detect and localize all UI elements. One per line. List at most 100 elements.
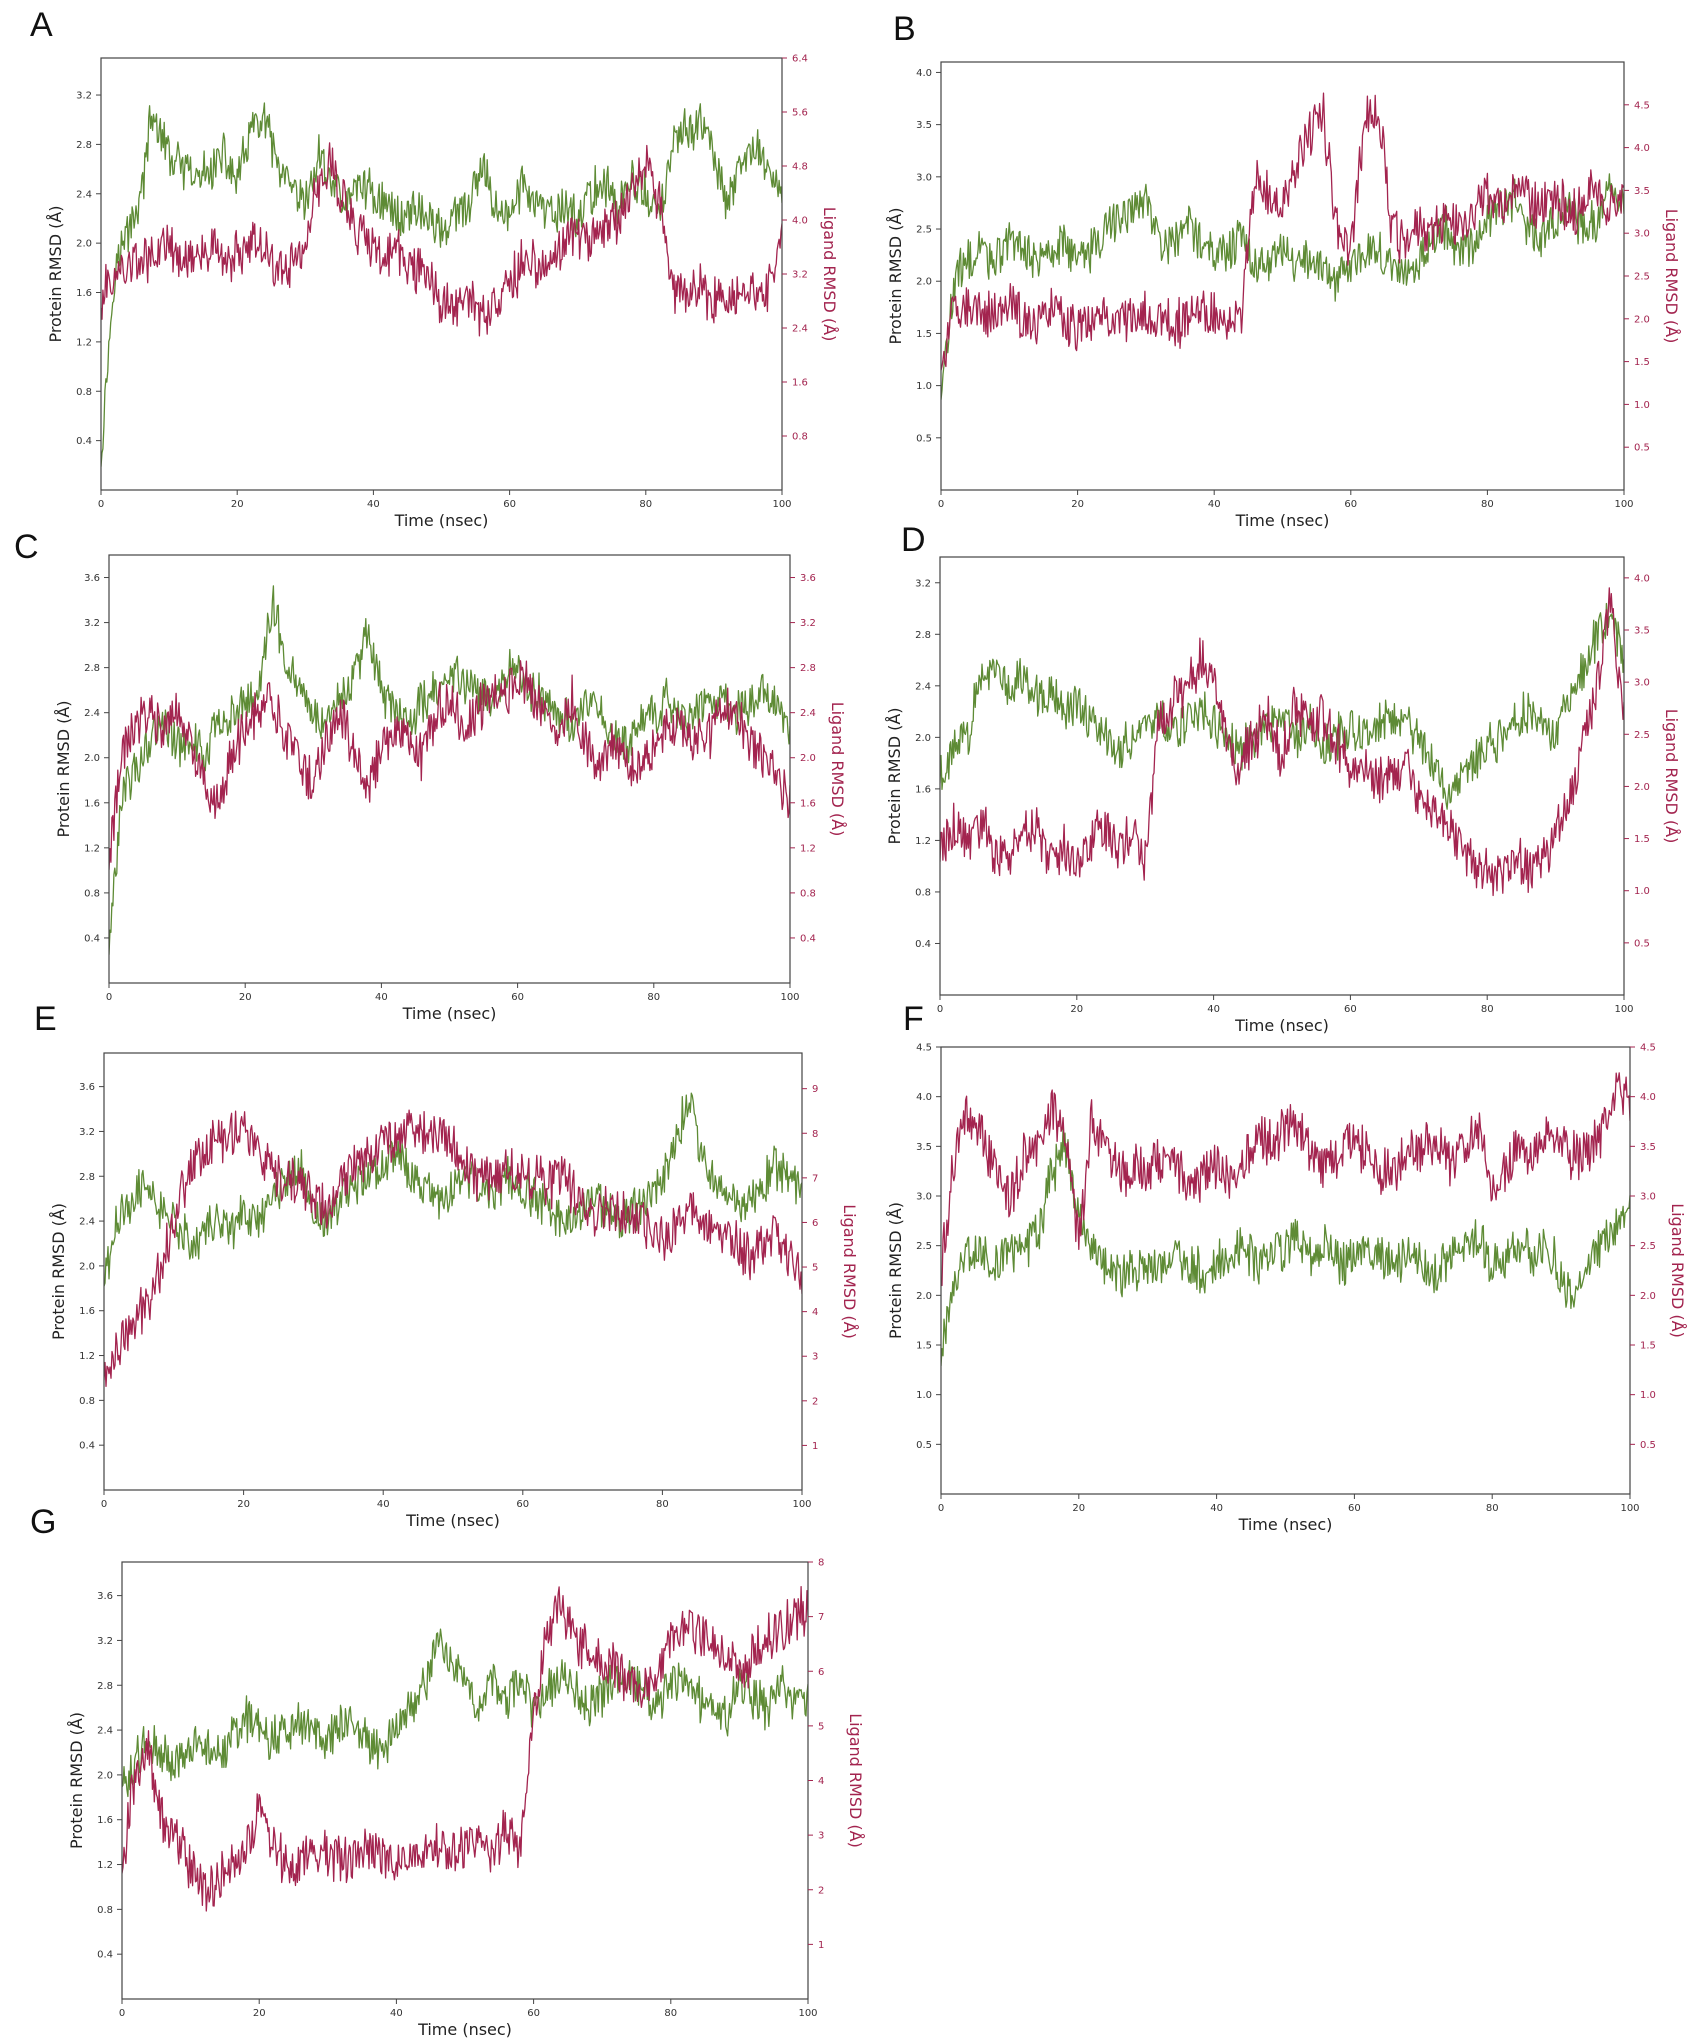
y-left-tick-label: 2.4 bbox=[97, 1726, 113, 1737]
x-tick-label: 80 bbox=[647, 992, 660, 1003]
y-right-tick-label: 3 bbox=[818, 1831, 824, 1842]
x-tick-label: 100 bbox=[772, 499, 791, 510]
x-tick-label: 40 bbox=[1207, 1004, 1220, 1015]
y-right-tick-label: 4 bbox=[812, 1307, 818, 1318]
y-right-tick-label: 1.0 bbox=[1634, 886, 1650, 897]
y-right-tick-label: 1.5 bbox=[1640, 1341, 1656, 1352]
ligand-rmsd-line bbox=[104, 1109, 802, 1388]
y-left-tick-label: 1.2 bbox=[84, 843, 100, 854]
x-axis-label: Time (nsec) bbox=[394, 511, 489, 530]
y-left-tick-label: 0.5 bbox=[916, 1440, 932, 1451]
y-right-tick-label: 2 bbox=[818, 1885, 824, 1896]
plot-frame bbox=[939, 556, 1625, 996]
y-right-tick-label: 2.8 bbox=[800, 663, 816, 674]
y-left-tick-label: 3.2 bbox=[84, 618, 100, 629]
y-left-tick-label: 0.8 bbox=[915, 887, 931, 898]
y-right-tick-label: 2 bbox=[812, 1396, 818, 1407]
y-right-tick-label: 3 bbox=[812, 1352, 818, 1363]
y-left-tick-label: 1.2 bbox=[79, 1351, 95, 1362]
x-tick-label: 40 bbox=[390, 2008, 403, 2019]
y-right-tick-label: 8 bbox=[818, 1558, 824, 1569]
ligand-rmsd-line bbox=[109, 660, 790, 870]
x-tick-label: 20 bbox=[231, 499, 244, 510]
y-left-tick-label: 2.4 bbox=[915, 681, 931, 692]
y-right-tick-label: 4 bbox=[818, 1776, 824, 1787]
protein-rmsd-line bbox=[122, 1628, 808, 1798]
y-right-tick-label: 0.5 bbox=[1634, 443, 1650, 454]
protein-rmsd-line bbox=[101, 102, 782, 467]
y-left-tick-label: 2.4 bbox=[76, 189, 92, 200]
panel-label: D bbox=[901, 521, 926, 559]
y-left-tick-label: 0.8 bbox=[79, 1396, 95, 1407]
y-right-tick-label: 3.0 bbox=[1634, 229, 1650, 240]
y-left-tick-label: 2.0 bbox=[84, 753, 100, 764]
y-left-tick-label: 2.0 bbox=[97, 1770, 113, 1781]
y-right-tick-label: 3.2 bbox=[792, 270, 808, 281]
y-right-tick-label: 1.2 bbox=[800, 843, 816, 854]
y-left-tick-label: 2.0 bbox=[916, 1291, 932, 1302]
x-tick-label: 0 bbox=[938, 499, 944, 510]
protein-rmsd-line bbox=[940, 602, 1624, 810]
y-left-tick-label: 2.0 bbox=[915, 733, 931, 744]
y-right-tick-label: 2.5 bbox=[1634, 730, 1650, 741]
y-right-tick-label: 3.5 bbox=[1634, 186, 1650, 197]
y-right-axis-label: Ligand RMSD (Å) bbox=[846, 1713, 865, 1848]
y-right-tick-label: 7 bbox=[818, 1612, 824, 1623]
y-left-tick-label: 3.2 bbox=[915, 578, 931, 589]
y-right-tick-label: 1.0 bbox=[1634, 400, 1650, 411]
y-left-axis-label: Protein RMSD (Å) bbox=[886, 1202, 905, 1339]
x-tick-label: 20 bbox=[239, 992, 252, 1003]
x-axis-label: Time (nsec) bbox=[1234, 1016, 1329, 1035]
y-right-axis-label: Ligand RMSD (Å) bbox=[828, 702, 847, 837]
y-left-axis-label: Protein RMSD (Å) bbox=[46, 205, 65, 342]
x-tick-label: 80 bbox=[1481, 1004, 1494, 1015]
y-right-axis-label: Ligand RMSD (Å) bbox=[1662, 209, 1681, 344]
y-left-tick-label: 2.0 bbox=[76, 239, 92, 250]
y-right-axis-label: Ligand RMSD (Å) bbox=[840, 1204, 859, 1339]
y-right-tick-label: 0.8 bbox=[800, 888, 816, 899]
y-right-tick-label: 1.6 bbox=[792, 378, 808, 389]
ligand-rmsd-line bbox=[941, 92, 1624, 371]
y-left-tick-label: 0.4 bbox=[915, 939, 931, 950]
y-left-tick-label: 1.0 bbox=[916, 381, 932, 392]
y-left-axis-label: Protein RMSD (Å) bbox=[54, 700, 73, 837]
y-left-tick-label: 1.6 bbox=[97, 1815, 113, 1826]
y-left-tick-label: 2.4 bbox=[79, 1217, 95, 1228]
x-axis-label: Time (nsec) bbox=[1235, 511, 1330, 530]
y-left-tick-label: 3.2 bbox=[79, 1127, 95, 1138]
ligand-rmsd-line bbox=[940, 587, 1624, 897]
plot-frame bbox=[103, 1052, 803, 1491]
y-left-tick-label: 0.4 bbox=[97, 1950, 113, 1961]
y-right-tick-label: 1.5 bbox=[1634, 357, 1650, 368]
y-left-tick-label: 2.0 bbox=[79, 1261, 95, 1272]
y-right-tick-label: 3.5 bbox=[1634, 626, 1650, 637]
y-right-tick-label: 1.0 bbox=[1640, 1390, 1656, 1401]
y-right-tick-label: 0.5 bbox=[1640, 1440, 1656, 1451]
y-left-tick-label: 3.0 bbox=[916, 172, 932, 183]
protein-rmsd-line bbox=[941, 173, 1624, 400]
x-axis-label: Time (nsec) bbox=[405, 1511, 500, 1530]
y-right-tick-label: 6 bbox=[812, 1218, 818, 1229]
y-right-tick-label: 2.4 bbox=[800, 708, 816, 719]
y-left-tick-label: 2.5 bbox=[916, 225, 932, 236]
protein-rmsd-line bbox=[104, 1092, 802, 1287]
y-left-tick-label: 2.8 bbox=[915, 630, 931, 641]
y-left-tick-label: 1.2 bbox=[915, 836, 931, 847]
y-right-tick-label: 3.2 bbox=[800, 618, 816, 629]
y-right-tick-label: 0.5 bbox=[1634, 938, 1650, 949]
y-right-tick-label: 2.5 bbox=[1634, 272, 1650, 283]
x-tick-label: 0 bbox=[106, 992, 112, 1003]
x-tick-label: 20 bbox=[1071, 499, 1084, 510]
x-tick-label: 40 bbox=[1208, 499, 1221, 510]
y-right-tick-label: 4.0 bbox=[792, 216, 808, 227]
y-right-tick-label: 2.0 bbox=[1634, 782, 1650, 793]
x-tick-label: 100 bbox=[1614, 1004, 1633, 1015]
x-tick-label: 60 bbox=[1348, 1503, 1361, 1514]
x-tick-label: 20 bbox=[253, 2008, 266, 2019]
x-tick-label: 100 bbox=[780, 992, 799, 1003]
